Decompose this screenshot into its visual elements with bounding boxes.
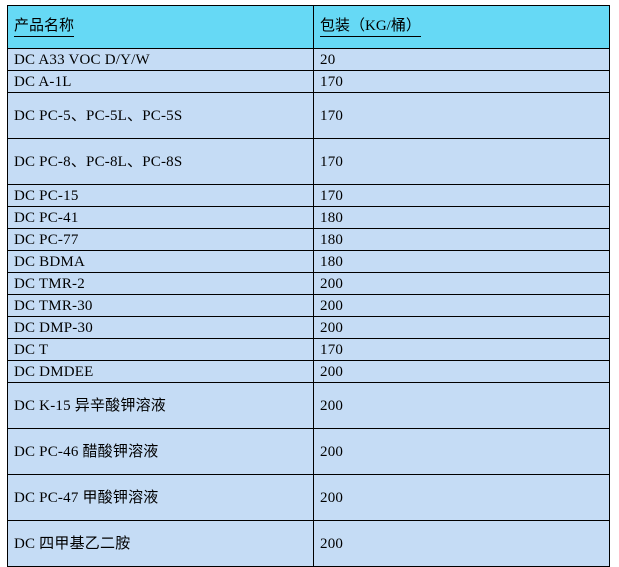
- cell-product-name: DC T: [7, 338, 314, 361]
- table-row: DC PC-77 180: [7, 228, 610, 251]
- product-name-text: DC PC-8、PC-8L、PC-8S: [14, 153, 183, 170]
- cell-packaging: 180: [313, 228, 610, 251]
- cell-packaging: 200: [313, 474, 610, 521]
- product-name-text: DC BDMA: [14, 253, 85, 270]
- packaging-text: 200: [320, 397, 344, 414]
- product-name-text: DC PC-77: [14, 231, 79, 248]
- packaging-text: 200: [320, 319, 344, 336]
- table-row: DC TMR-30 200: [7, 294, 610, 317]
- cell-packaging: 180: [313, 250, 610, 273]
- column-header-packaging-label: 包装（KG/桶）: [320, 17, 421, 37]
- packaging-text: 200: [320, 443, 344, 460]
- table-header-row: 产品名称 包装（KG/桶）: [7, 5, 610, 49]
- column-header-packaging: 包装（KG/桶）: [313, 5, 610, 49]
- product-name-text: DC TMR-2: [14, 275, 85, 292]
- packaging-text: 170: [320, 107, 344, 124]
- cell-product-name: DC DMDEE: [7, 360, 314, 383]
- product-name-text: DC PC-41: [14, 209, 79, 226]
- column-header-product-name-label: 产品名称: [14, 17, 75, 37]
- cell-product-name: DC TMR-2: [7, 272, 314, 295]
- product-name-text: DC PC-47 甲酸钾溶液: [14, 489, 159, 506]
- cell-packaging: 200: [313, 382, 610, 429]
- product-name-text: DC PC-46 醋酸钾溶液: [14, 443, 159, 460]
- cell-product-name: DC K-15 异辛酸钾溶液: [7, 382, 314, 429]
- product-name-text: DC PC-5、PC-5L、PC-5S: [14, 107, 183, 124]
- table-head: 产品名称 包装（KG/桶）: [7, 5, 610, 49]
- product-name-text: DC PC-15: [14, 187, 79, 204]
- cell-product-name: DC PC-46 醋酸钾溶液: [7, 428, 314, 475]
- packaging-text: 180: [320, 209, 344, 226]
- cell-packaging: 170: [313, 338, 610, 361]
- packaging-text: 20: [320, 51, 336, 68]
- cell-product-name: DC A33 VOC D/Y/W: [7, 48, 314, 71]
- cell-product-name: DC PC-15: [7, 184, 314, 207]
- cell-packaging: 170: [313, 138, 610, 185]
- cell-packaging: 20: [313, 48, 610, 71]
- product-name-text: DC A33 VOC D/Y/W: [14, 51, 150, 68]
- cell-product-name: DC PC-8、PC-8L、PC-8S: [7, 138, 314, 185]
- cell-packaging: 200: [313, 272, 610, 295]
- cell-packaging: 180: [313, 206, 610, 229]
- column-header-product-name: 产品名称: [7, 5, 314, 49]
- table-row: DC A-1L 170: [7, 70, 610, 93]
- table-row: DC BDMA 180: [7, 250, 610, 273]
- cell-product-name: DC PC-41: [7, 206, 314, 229]
- product-name-text: DC K-15 异辛酸钾溶液: [14, 397, 166, 414]
- table-row: DC DMDEE 200: [7, 360, 610, 383]
- packaging-text: 180: [320, 253, 344, 270]
- product-name-text: DC DMDEE: [14, 363, 94, 380]
- cell-packaging: 200: [313, 520, 610, 567]
- cell-product-name: DC 四甲基乙二胺: [7, 520, 314, 567]
- table-body: DC A33 VOC D/Y/W 20 DC A-1L 170 DC PC-5、PC-5…: [7, 48, 610, 567]
- packaging-text: 180: [320, 231, 344, 248]
- table-row: DC PC-47 甲酸钾溶液 200: [7, 474, 610, 521]
- table-row: DC TMR-2 200: [7, 272, 610, 295]
- table-row: DC PC-46 醋酸钾溶液 200: [7, 428, 610, 475]
- table-row: DC A33 VOC D/Y/W 20: [7, 48, 610, 71]
- cell-product-name: DC PC-77: [7, 228, 314, 251]
- table-row: DC K-15 异辛酸钾溶液 200: [7, 382, 610, 429]
- table-row: DC 四甲基乙二胺 200: [7, 520, 610, 567]
- packaging-text: 170: [320, 73, 344, 90]
- packaging-text: 170: [320, 187, 344, 204]
- packaging-text: 200: [320, 275, 344, 292]
- cell-product-name: DC DMP-30: [7, 316, 314, 339]
- product-name-text: DC DMP-30: [14, 319, 93, 336]
- product-packaging-table: 产品名称 包装（KG/桶） DC A33 VOC D/Y/W 20 DC A-1L 1…: [7, 5, 610, 567]
- cell-packaging: 200: [313, 428, 610, 475]
- table-row: DC T 170: [7, 338, 610, 361]
- packaging-text: 170: [320, 153, 344, 170]
- product-name-text: DC TMR-30: [14, 297, 93, 314]
- packaging-text: 200: [320, 363, 344, 380]
- cell-product-name: DC A-1L: [7, 70, 314, 93]
- cell-product-name: DC PC-5、PC-5L、PC-5S: [7, 92, 314, 139]
- packaging-text: 170: [320, 341, 344, 358]
- cell-product-name: DC BDMA: [7, 250, 314, 273]
- product-name-text: DC T: [14, 341, 49, 358]
- table-row: DC DMP-30 200: [7, 316, 610, 339]
- cell-packaging: 170: [313, 70, 610, 93]
- table-row: DC PC-5、PC-5L、PC-5S 170: [7, 92, 610, 139]
- table-row: DC PC-8、PC-8L、PC-8S 170: [7, 138, 610, 185]
- cell-packaging: 200: [313, 360, 610, 383]
- table-row: DC PC-41 180: [7, 206, 610, 229]
- product-name-text: DC A-1L: [14, 73, 72, 90]
- cell-packaging: 170: [313, 184, 610, 207]
- product-name-text: DC 四甲基乙二胺: [14, 535, 131, 552]
- table-row: DC PC-15 170: [7, 184, 610, 207]
- cell-packaging: 170: [313, 92, 610, 139]
- packaging-text: 200: [320, 489, 344, 506]
- packaging-text: 200: [320, 297, 344, 314]
- cell-product-name: DC TMR-30: [7, 294, 314, 317]
- cell-packaging: 200: [313, 316, 610, 339]
- packaging-text: 200: [320, 535, 344, 552]
- cell-packaging: 200: [313, 294, 610, 317]
- cell-product-name: DC PC-47 甲酸钾溶液: [7, 474, 314, 521]
